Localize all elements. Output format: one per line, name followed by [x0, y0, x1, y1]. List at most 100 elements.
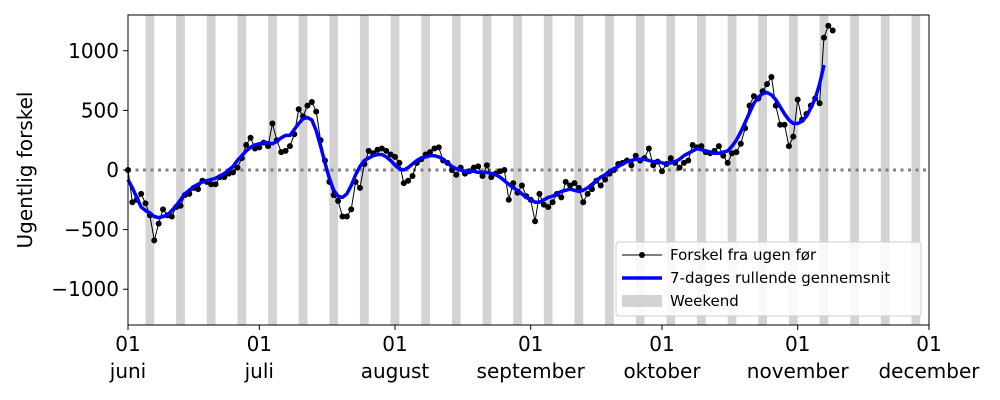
- data-point: [518, 182, 525, 189]
- data-point: [142, 200, 149, 207]
- data-point: [378, 145, 385, 152]
- legend-label: Forskel fra ugen før: [670, 246, 817, 264]
- data-point: [532, 218, 539, 225]
- data-point: [820, 34, 827, 41]
- data-point: [392, 153, 398, 160]
- data-point: [453, 171, 460, 178]
- data-point: [313, 108, 320, 115]
- data-point: [816, 100, 823, 107]
- data-point: [602, 176, 609, 183]
- weekend-band: [513, 15, 522, 325]
- weekend-band: [359, 15, 369, 325]
- x-tick-label: 01 august: [360, 332, 430, 383]
- x-tick-label: 01 september: [476, 332, 585, 383]
- data-point: [343, 213, 350, 220]
- y-tick-label: 0: [106, 158, 119, 182]
- data-point: [282, 147, 289, 154]
- data-point: [304, 102, 311, 109]
- weekend-band: [819, 15, 829, 325]
- data-point: [680, 159, 687, 166]
- data-point: [645, 145, 652, 152]
- data-point: [365, 147, 372, 154]
- weekend-band: [697, 15, 706, 325]
- data-point: [155, 220, 162, 227]
- data-point: [628, 162, 635, 169]
- y-tick-label: −1000: [51, 277, 119, 301]
- data-point: [475, 163, 482, 170]
- data-point: [536, 190, 543, 197]
- data-point: [400, 180, 407, 187]
- data-point: [339, 213, 346, 220]
- data-point: [829, 27, 836, 34]
- data-point: [567, 182, 574, 189]
- data-point: [387, 151, 394, 158]
- data-point: [435, 144, 442, 151]
- data-point: [405, 177, 412, 184]
- data-point: [768, 74, 775, 80]
- x-tick-label: 01 juli: [244, 332, 274, 383]
- data-point: [308, 99, 315, 106]
- weekend-band: [390, 15, 400, 325]
- data-point: [790, 133, 797, 140]
- data-point: [269, 120, 276, 127]
- data-point: [750, 93, 757, 100]
- data-point: [427, 149, 434, 156]
- data-point: [335, 198, 342, 204]
- series-line: [126, 64, 826, 220]
- data-point: [396, 159, 403, 166]
- data-point: [356, 184, 363, 191]
- data-point: [667, 155, 674, 162]
- x-tick-label: 01 oktober: [623, 332, 701, 383]
- data-point: [247, 134, 254, 141]
- legend-box: [615, 241, 922, 317]
- data-point: [501, 167, 508, 173]
- data-point: [733, 149, 740, 156]
- data-point: [295, 106, 302, 113]
- legend-swatch: [622, 295, 662, 307]
- weekend-band: [850, 15, 859, 325]
- data-point: [685, 157, 692, 164]
- legend-marker: [639, 252, 645, 258]
- data-point: [689, 141, 696, 148]
- data-point: [540, 201, 547, 208]
- data-point: [781, 121, 788, 128]
- data-point: [785, 143, 792, 150]
- data-point: [650, 162, 657, 169]
- data-point: [632, 152, 639, 159]
- data-point: [562, 178, 569, 185]
- data-point: [545, 203, 552, 210]
- weekend-band: [482, 15, 492, 325]
- x-tick-label: 01 november: [746, 332, 849, 383]
- data-point: [151, 237, 158, 244]
- data-point: [483, 162, 490, 169]
- data-point: [571, 180, 578, 187]
- data-point: [584, 190, 591, 197]
- data-point: [243, 141, 250, 148]
- weekend-band: [145, 15, 155, 325]
- data-point: [580, 199, 587, 206]
- data-point: [549, 199, 556, 206]
- data-point: [676, 164, 683, 171]
- legend-label: Weekend: [670, 292, 739, 310]
- data-point: [558, 194, 565, 201]
- y-tick-label: 500: [81, 98, 119, 122]
- y-axis-label: Ugentlig forskel: [13, 92, 37, 249]
- data-point: [208, 181, 215, 188]
- weekend-band: [788, 15, 798, 325]
- weekend-band: [329, 15, 339, 325]
- data-point: [659, 168, 665, 175]
- data-point: [777, 121, 784, 128]
- data-point: [195, 186, 202, 193]
- data-point: [138, 190, 145, 197]
- weekend-band: [880, 15, 890, 325]
- data-point: [160, 206, 167, 213]
- data-point: [724, 159, 731, 166]
- data-point: [794, 96, 801, 103]
- y-tick-label: 1000: [68, 39, 119, 63]
- data-point: [383, 147, 390, 154]
- x-tick-label: 01 juni: [109, 332, 147, 383]
- x-tick-label: 01 december: [878, 332, 980, 383]
- series-line: [127, 25, 834, 241]
- data-point: [825, 22, 832, 29]
